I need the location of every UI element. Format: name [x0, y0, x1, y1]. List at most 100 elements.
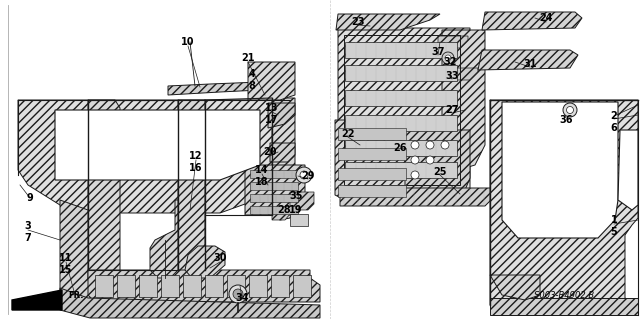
Circle shape: [411, 141, 419, 149]
Polygon shape: [490, 275, 540, 300]
Text: 19: 19: [289, 205, 303, 215]
Text: 17: 17: [265, 115, 279, 125]
Bar: [139, 275, 157, 297]
Text: 23: 23: [351, 17, 365, 27]
Text: 10: 10: [181, 37, 195, 47]
Circle shape: [566, 107, 573, 114]
Polygon shape: [335, 120, 410, 205]
Bar: [345, 115, 457, 131]
Polygon shape: [245, 165, 305, 215]
Polygon shape: [490, 298, 638, 315]
Text: S003-B4902 B: S003-B4902 B: [534, 292, 594, 300]
Circle shape: [445, 55, 451, 61]
Polygon shape: [60, 200, 90, 300]
Text: 35: 35: [289, 191, 303, 201]
Text: 12: 12: [189, 151, 203, 161]
Polygon shape: [88, 100, 120, 285]
Text: 32: 32: [444, 57, 457, 67]
Polygon shape: [618, 130, 638, 210]
Polygon shape: [338, 28, 470, 205]
Bar: [250, 206, 298, 214]
Polygon shape: [290, 192, 314, 210]
Polygon shape: [18, 100, 290, 213]
Bar: [250, 182, 298, 190]
Text: 5: 5: [611, 227, 618, 237]
Circle shape: [411, 156, 419, 164]
Circle shape: [229, 285, 247, 303]
Bar: [117, 275, 135, 297]
Polygon shape: [272, 208, 290, 220]
Text: 33: 33: [445, 71, 459, 81]
Polygon shape: [340, 188, 495, 206]
Text: 9: 9: [27, 193, 33, 203]
Text: 26: 26: [393, 143, 407, 153]
Bar: [338, 128, 406, 140]
Text: 1: 1: [611, 215, 618, 225]
Bar: [271, 275, 289, 297]
Polygon shape: [150, 200, 178, 278]
Bar: [249, 275, 267, 297]
Bar: [338, 148, 406, 160]
Polygon shape: [168, 82, 260, 95]
Polygon shape: [248, 62, 295, 100]
Polygon shape: [12, 290, 62, 310]
Bar: [161, 275, 179, 297]
Bar: [227, 275, 245, 297]
Polygon shape: [272, 98, 295, 220]
Bar: [345, 42, 457, 58]
Circle shape: [296, 167, 312, 183]
Text: FR.: FR.: [68, 292, 83, 300]
Polygon shape: [502, 102, 618, 238]
Circle shape: [233, 289, 243, 299]
Polygon shape: [336, 14, 440, 30]
Bar: [250, 170, 298, 178]
Text: 24: 24: [540, 13, 553, 23]
Text: 18: 18: [255, 177, 269, 187]
Text: 25: 25: [433, 167, 447, 177]
Bar: [293, 275, 311, 297]
Text: 20: 20: [263, 147, 276, 157]
Polygon shape: [442, 30, 485, 175]
Polygon shape: [55, 110, 260, 180]
Bar: [183, 275, 201, 297]
Text: 6: 6: [611, 123, 618, 133]
Bar: [345, 140, 457, 156]
Text: 2: 2: [611, 111, 618, 121]
Circle shape: [426, 156, 434, 164]
Text: 27: 27: [445, 105, 459, 115]
Bar: [95, 275, 113, 297]
Bar: [250, 194, 298, 202]
Text: 15: 15: [60, 265, 73, 275]
Text: 7: 7: [24, 233, 31, 243]
Bar: [205, 275, 223, 297]
Bar: [338, 168, 406, 180]
Bar: [345, 90, 457, 106]
Polygon shape: [405, 130, 470, 195]
Polygon shape: [88, 270, 320, 302]
Text: 30: 30: [213, 253, 227, 263]
Text: 14: 14: [255, 165, 269, 175]
Circle shape: [441, 141, 449, 149]
Circle shape: [300, 171, 308, 179]
Polygon shape: [268, 103, 295, 128]
Polygon shape: [490, 100, 638, 315]
Text: 3: 3: [24, 221, 31, 231]
Circle shape: [411, 171, 419, 179]
Polygon shape: [445, 68, 478, 80]
Bar: [345, 65, 457, 81]
Text: 22: 22: [341, 129, 355, 139]
Bar: [338, 185, 406, 197]
Text: 21: 21: [241, 53, 255, 63]
Text: 28: 28: [277, 205, 291, 215]
Text: 4: 4: [248, 69, 255, 79]
Circle shape: [442, 52, 454, 64]
Polygon shape: [438, 36, 468, 48]
Polygon shape: [270, 143, 295, 162]
Text: 13: 13: [265, 103, 279, 113]
Circle shape: [426, 141, 434, 149]
Text: 37: 37: [431, 47, 445, 57]
Text: 8: 8: [248, 81, 255, 91]
Text: 29: 29: [301, 171, 315, 181]
Bar: [290, 214, 308, 226]
Text: 11: 11: [60, 253, 73, 263]
